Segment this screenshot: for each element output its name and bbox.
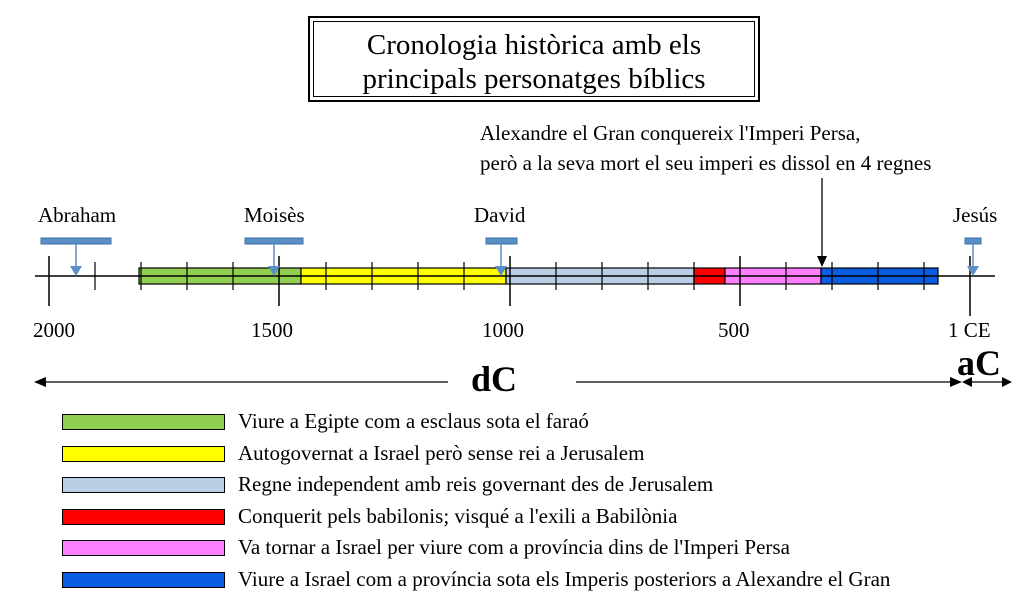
person-label-moises: Moisès [244,203,305,227]
legend-swatch-judges [62,445,225,462]
person-label-jesus: Jesús [953,203,998,227]
legend-swatch-kingdom [62,477,225,493]
legend-swatch-egypt [62,414,225,430]
tick-label-1000: 1000 [482,318,524,342]
page-title: Cronologia històrica amb els principals … [310,28,758,96]
annotation-line-2: però a la seva mort el seu imperi es dis… [480,151,932,175]
legend-label: Conquerit pels babilonis; visqué a l'exi… [238,503,678,528]
title-box: Cronologia històrica amb els principals … [308,16,760,102]
tick-label-500: 500 [718,318,750,342]
era-label-ac: aC [957,343,1001,383]
tick-label-2000: 2000 [33,318,75,342]
marker-jesus [964,237,982,276]
legend-label: Va tornar a Israel per viure com a proví… [238,535,790,559]
legend-swatch-persia [62,540,225,556]
marker-moises [244,237,304,276]
title-line-1: Cronologia històrica amb els [366,29,702,61]
legend-label: Viure a Israel com a província sota els … [238,566,891,591]
person-label-abraham: Abraham [38,203,117,227]
person-label-david: David [474,203,526,227]
alexander-annotation: Alexandre el Gran conquereix l'Imperi Pe… [480,118,931,178]
title-line-2: principals personatges bíblics [362,63,706,95]
era-ac-arrow [962,377,1012,387]
alexander-arrow [817,178,827,267]
legend-swatch-babylon [62,508,225,525]
legend-label: Viure a Egipte com a esclaus sota el far… [238,409,589,433]
annotation-line-1: Alexandre el Gran conquereix l'Imperi Pe… [480,121,861,145]
legend-swatch-hellenistic [62,571,225,588]
marker-david [485,237,518,276]
era-label-dc: dC [471,359,518,399]
legend-label: Autogovernat a Israel però sense rei a J… [238,440,645,465]
legend-label: Regne independent amb reis governant des… [238,472,714,496]
tick-label-1ce: 1 CE [948,318,991,342]
era-dc-arrow [34,377,962,387]
marker-abraham [40,237,112,276]
minor-ticks [94,262,925,290]
tick-label-1500: 1500 [251,318,293,342]
